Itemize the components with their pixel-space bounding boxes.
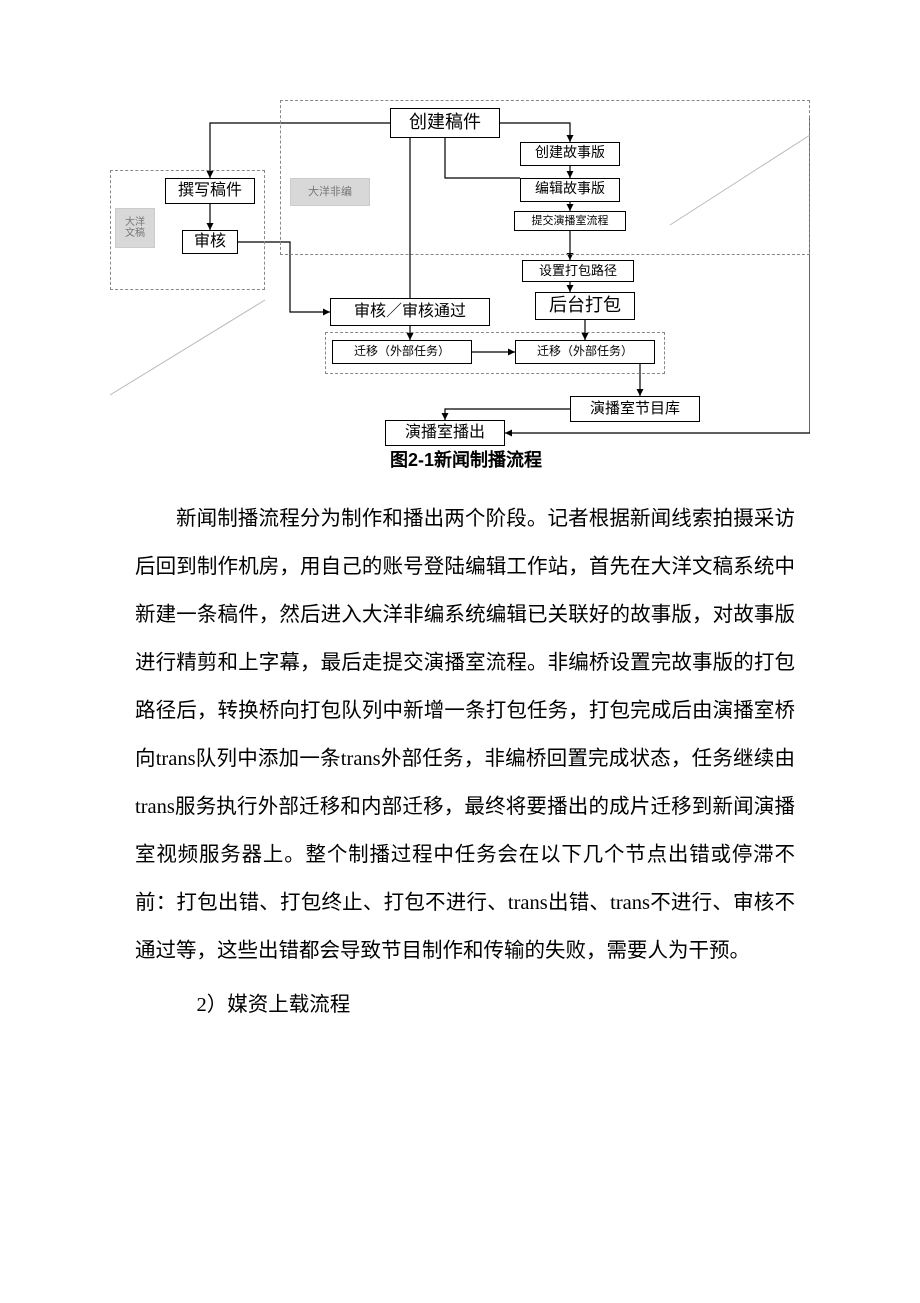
- group-label-1: 大洋非编: [290, 178, 370, 206]
- node-n_review1: 审核: [182, 230, 238, 254]
- paragraph-1: 新闻制播流程分为制作和播出两个阶段。记者根据新闻线索拍摄采访后回到制作机房，用自…: [135, 495, 795, 975]
- node-n_submit: 提交演播室流程: [514, 211, 626, 231]
- node-n_cstory: 创建故事版: [520, 142, 620, 166]
- edge-12: [445, 409, 570, 420]
- node-n_setpath: 设置打包路径: [522, 260, 634, 282]
- node-n_write: 撰写稿件: [165, 178, 255, 204]
- body-text: 新闻制播流程分为制作和播出两个阶段。记者根据新闻线索拍摄采访后回到制作机房，用自…: [135, 495, 795, 1029]
- paragraph-2: 2）媒资上载流程: [135, 981, 795, 1029]
- node-n_lib: 演播室节目库: [570, 396, 700, 422]
- group-label-0: 大洋 文稿: [115, 208, 155, 248]
- node-n_play: 演播室播出: [385, 420, 505, 446]
- node-n_mig2: 迁移（外部任务）: [515, 340, 655, 364]
- figure-caption: 图2-1新闻制播流程: [390, 446, 542, 472]
- node-n_review2: 审核／审核通过: [330, 298, 490, 326]
- node-n_mig1: 迁移（外部任务）: [332, 340, 472, 364]
- diagonal-line-0: [110, 300, 265, 395]
- flowchart-diagram: 大洋 文稿 大洋非编 创建稿件创建故事版编辑故事版提交演播室流程 撰写稿件审核设置打…: [110, 100, 810, 470]
- node-n_pack: 后台打包: [535, 292, 635, 320]
- node-n_create: 创建稿件: [390, 108, 500, 138]
- node-n_estory: 编辑故事版: [520, 178, 620, 202]
